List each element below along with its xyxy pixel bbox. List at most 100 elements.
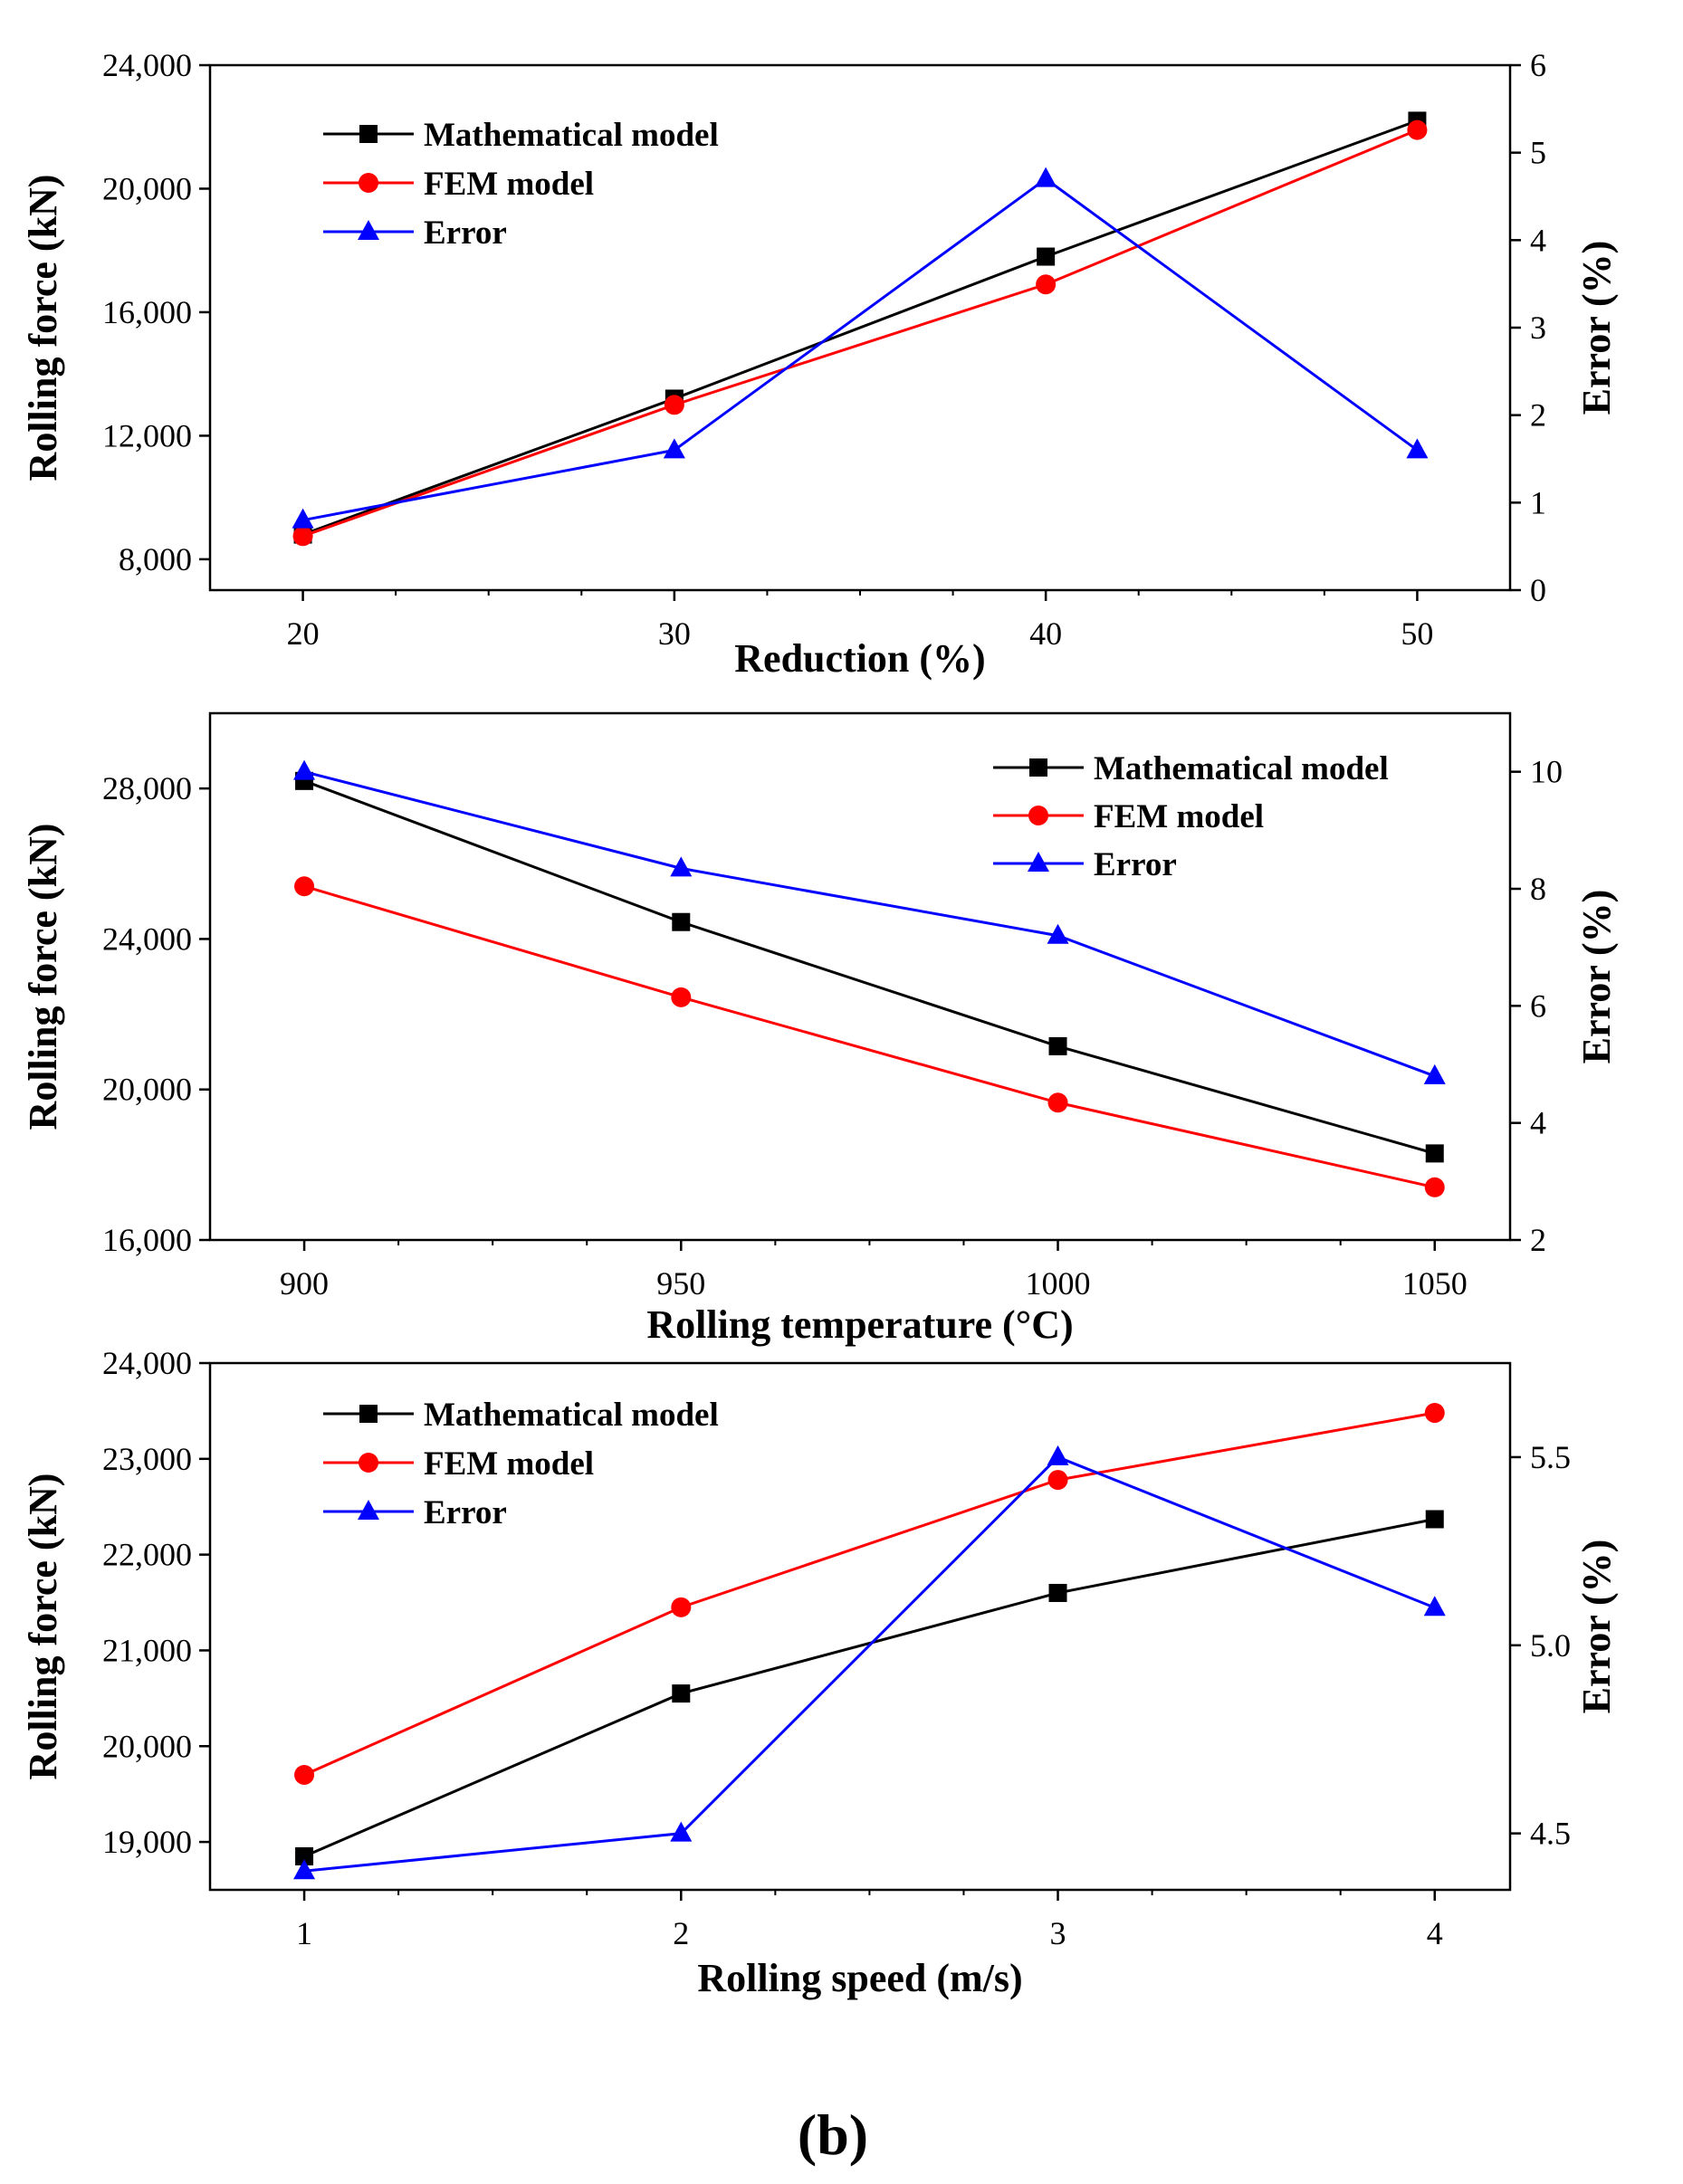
chart-2-mathematical-model-point <box>1048 1036 1067 1055</box>
chart-1-error-point <box>1035 167 1057 187</box>
figure-label: (b) <box>798 2103 868 2167</box>
chart-2: 900 950 1000 1050 16,000 20,000 24,000 28,000 2 4… <box>21 711 1619 1347</box>
chart-3-x-tick-label: 2 <box>673 1915 689 1951</box>
chart-2-fem-model-line <box>303 884 1436 1189</box>
chart-3-mathematical-model-point <box>1048 1583 1067 1602</box>
chart-1-y-right-tick-label: 0 <box>1530 572 1546 608</box>
chart-2-legend-error-marker <box>1028 852 1049 872</box>
chart-1-error-point <box>292 508 314 529</box>
chart-2-y-right-tick-label: 2 <box>1530 1222 1546 1258</box>
chart-2-fem-model-point <box>294 876 315 897</box>
chart-1-y-left-tick-label: 16,000 <box>102 294 192 330</box>
chart-1-legend-error-marker <box>358 220 379 240</box>
chart-1-fem-model-line <box>302 129 1419 538</box>
chart-3-plot-frame <box>208 1361 1512 1892</box>
chart-2-x-tick-label: 1000 <box>1026 1265 1091 1302</box>
chart-2-y-left-tick-label: 24,000 <box>102 920 192 957</box>
chart-1-legend-fem-model-label: FEM model <box>424 166 594 203</box>
chart-1-x-axis-title: Reduction (%) <box>734 636 985 681</box>
chart-3-y-right-tick-label: 5.0 <box>1530 1627 1571 1664</box>
chart-3-y-right-tick-label: 4.5 <box>1530 1816 1571 1852</box>
chart-2-x-tick-label: 1050 <box>1402 1265 1468 1302</box>
chart-3-x-tick-label: 4 <box>1427 1915 1443 1951</box>
chart-1-y-right-axis-title: Error (%) <box>1574 241 1619 415</box>
chart-3-y-right-tick-label: 5.5 <box>1530 1439 1571 1475</box>
chart-1-mathematical-model-line <box>302 119 1418 536</box>
chart-3-y-left-tick-label: 19,000 <box>102 1824 192 1860</box>
chart-2-y-left-tick-label: 20,000 <box>102 1072 192 1108</box>
chart-2-x-tick-label: 900 <box>280 1265 329 1302</box>
chart-1-mathematical-model-point <box>1037 247 1056 266</box>
chart-1-error-line <box>302 176 1419 522</box>
chart-3-legend-mathematical-model-marker <box>359 1405 378 1423</box>
chart-3-error-point <box>1423 1596 1446 1617</box>
chart-1: 20 30 40 50 8,000 12,000 16,000 20,000 24,000 0 1 2… <box>21 47 1619 681</box>
chart-3-legend-error-marker <box>358 1500 379 1520</box>
chart-3-legend-fem-model-label: FEM model <box>424 1445 594 1483</box>
chart-2-error-point <box>670 856 693 877</box>
chart-2-legend-mathematical-model-label: Mathematical model <box>1094 750 1389 787</box>
chart-3-fem-model-point <box>1424 1403 1445 1424</box>
chart-2-x-axis-title: Rolling temperature (°C) <box>646 1302 1073 1347</box>
chart-3-legend-mathematical-model-label: Mathematical model <box>424 1397 719 1434</box>
chart-3-fem-model-point <box>671 1597 692 1617</box>
chart-2-fem-model-point <box>671 987 692 1007</box>
chart-3-error-point <box>670 1821 693 1842</box>
chart-1-fem-model-point <box>292 526 313 547</box>
chart-3-y-left-axis-title: Rolling force (kN) <box>21 1473 65 1780</box>
chart-3-y-left-tick-label: 23,000 <box>102 1441 192 1477</box>
chart-2-legend-error-label: Error <box>1094 846 1177 883</box>
chart-1-y-right-tick-label: 2 <box>1530 397 1546 434</box>
chart-1-y-right-tick-label: 3 <box>1530 310 1546 346</box>
chart-1-y-right-tick-label: 1 <box>1530 484 1546 520</box>
chart-3-fem-model-point <box>294 1765 315 1786</box>
chart-1-y-left-tick-label: 12,000 <box>102 417 192 453</box>
chart-2-y-right-tick-label: 10 <box>1530 754 1563 790</box>
chart-3-y-left-tick-label: 20,000 <box>102 1728 192 1764</box>
chart-2-legend-fem-model-marker <box>1028 806 1048 825</box>
chart-2-error-point <box>1047 923 1069 944</box>
chart-2-error-line <box>303 770 1436 1078</box>
chart-3-y-left-tick-label: 24,000 <box>102 1345 192 1381</box>
chart-2-y-right-tick-label: 8 <box>1530 871 1546 907</box>
chart-1-fem-model-point <box>664 395 684 415</box>
chart-3-x-tick-label: 1 <box>296 1915 312 1951</box>
chart-1-x-tick-label: 40 <box>1029 615 1062 652</box>
chart-3-mathematical-model-point <box>1425 1510 1444 1529</box>
chart-2-fem-model-point <box>1047 1092 1068 1113</box>
chart-1-y-left-tick-label: 8,000 <box>119 541 192 577</box>
chart-2-x-tick-label: 950 <box>656 1265 705 1302</box>
chart-3-y-left-tick-label: 22,000 <box>102 1537 192 1573</box>
chart-2-legend-fem-model-label: FEM model <box>1094 798 1264 835</box>
chart-1-y-right-tick-label: 4 <box>1530 222 1546 258</box>
chart-2-mathematical-model-point <box>1425 1144 1444 1163</box>
chart-1-error-point <box>663 438 685 459</box>
chart-2-y-right-tick-label: 4 <box>1530 1105 1546 1141</box>
chart-1-x-tick-label: 20 <box>287 615 320 652</box>
chart-1-y-right-tick-label: 5 <box>1530 135 1546 171</box>
chart-1-legend-error-label: Error <box>424 215 507 252</box>
chart-1-x-tick-label: 50 <box>1401 615 1433 652</box>
chart-3-mathematical-model-point <box>295 1846 314 1865</box>
chart-2-plot-frame <box>208 711 1512 1242</box>
chart-1-y-left-axis-title: Rolling force (kN) <box>21 175 65 482</box>
chart-3-error-point <box>1047 1445 1069 1465</box>
chart-2-y-right-axis-title: Error (%) <box>1574 890 1619 1064</box>
chart-panels: 20 30 40 50 8,000 12,000 16,000 20,000 24,000 0 1 2… <box>21 47 1619 2000</box>
chart-1-fem-model-point <box>1407 119 1428 140</box>
chart-3-mathematical-model-point <box>672 1684 691 1703</box>
chart-1-y-right-tick-label: 6 <box>1530 47 1546 83</box>
chart-2-y-left-tick-label: 28,000 <box>102 770 192 806</box>
chart-1-fem-model-point <box>1036 274 1057 295</box>
chart-2-legend-mathematical-model-marker <box>1029 758 1047 777</box>
chart-1-error-point <box>1406 438 1429 459</box>
chart-1-y-left-tick-label: 24,000 <box>102 47 192 83</box>
chart-3-mathematical-model-line <box>303 1518 1436 1858</box>
chart-1-legend-mathematical-model-marker <box>359 125 378 143</box>
chart-3: 1 2 3 4 19,000 20,000 21,000 22,000 23,000 24,000… <box>21 1345 1619 2000</box>
chart-2-fem-model-point <box>1424 1177 1445 1197</box>
chart-3-error-line <box>303 1455 1436 1873</box>
chart-3-legend-fem-model-marker <box>359 1453 378 1473</box>
chart-3-error-point <box>293 1859 316 1880</box>
